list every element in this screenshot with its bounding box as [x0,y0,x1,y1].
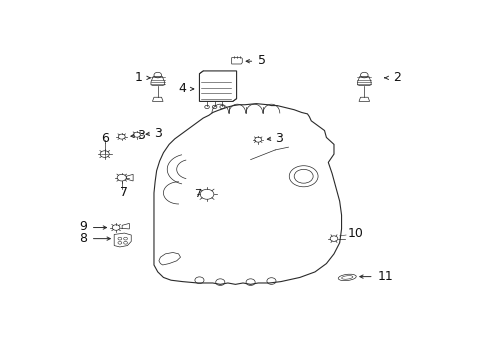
Text: 3: 3 [137,129,144,142]
Text: 8: 8 [79,232,87,245]
Text: 1: 1 [135,71,142,84]
Text: 9: 9 [79,220,87,233]
Text: 3: 3 [275,132,283,145]
Text: 11: 11 [377,270,392,283]
Text: 4: 4 [178,82,186,95]
Text: 2: 2 [392,71,400,84]
Text: 6: 6 [101,132,108,145]
Text: 7: 7 [120,186,127,199]
Text: 7: 7 [194,189,201,199]
Text: 3: 3 [154,127,162,140]
Text: 5: 5 [258,54,265,67]
Text: 10: 10 [346,226,363,240]
